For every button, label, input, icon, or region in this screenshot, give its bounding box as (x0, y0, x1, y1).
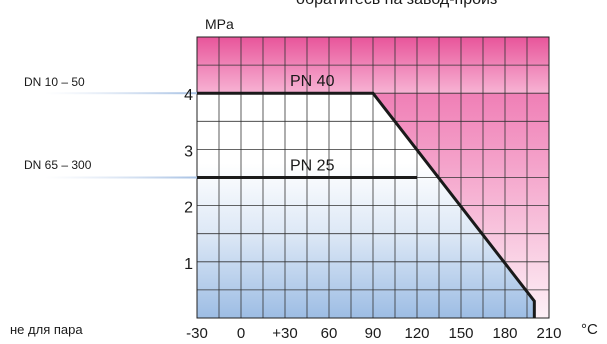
y-tick-label: 4 (184, 87, 193, 104)
dn-large-range-label: DN 65 – 300 (24, 158, 92, 172)
not-for-steam-note: не для пара (10, 322, 83, 337)
dn-small-leader-line (45, 92, 197, 95)
x-tick-label: +30 (272, 325, 297, 342)
y-axis-unit-label: MPa (205, 16, 234, 32)
series-label-pn25: PN 25 (290, 158, 335, 175)
x-tick-label: -30 (186, 325, 208, 342)
cut-off-header-text: обратитесь на завод-произ (296, 0, 497, 9)
tick-labels: 1 2 3 4 -30 0 +30 60 90 120 150 180 210 (184, 87, 561, 342)
data-series: PN 40 PN 25 (45, 73, 536, 318)
series-line-pn40 (197, 91, 536, 318)
y-tick-label: 2 (184, 200, 193, 217)
x-axis-unit-label: °C (581, 321, 598, 338)
x-tick-label: 120 (404, 325, 429, 342)
x-tick-label: 180 (492, 325, 517, 342)
y-tick-label: 1 (184, 256, 193, 273)
x-tick-label: 0 (237, 325, 245, 342)
x-tick-label: 60 (321, 325, 338, 342)
series-label-pn40: PN 40 (290, 73, 335, 90)
x-tick-label: 210 (536, 325, 561, 342)
x-tick-label: 150 (448, 325, 473, 342)
y-tick-label: 3 (184, 143, 193, 160)
dn-small-range-label: DN 10 – 50 (24, 75, 85, 89)
dn-large-leader-line (45, 176, 197, 179)
x-tick-label: 90 (365, 325, 382, 342)
